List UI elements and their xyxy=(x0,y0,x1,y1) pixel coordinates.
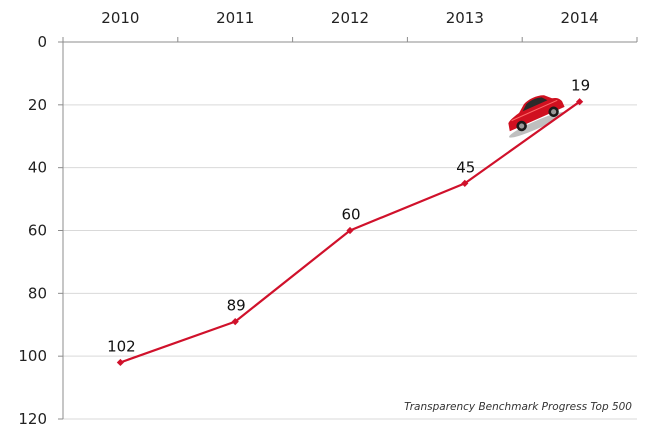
y-tick-label: 40 xyxy=(28,159,47,177)
data-label: 45 xyxy=(456,158,475,176)
x-tick-label: 2012 xyxy=(331,9,369,27)
y-tick-label: 60 xyxy=(28,222,47,240)
data-point xyxy=(576,98,584,106)
axes xyxy=(58,37,638,420)
data-labels: 102 89 60 45 19 xyxy=(107,77,590,356)
data-label: 19 xyxy=(571,77,590,95)
chart-annotation: Transparency Benchmark Progress Top 500 xyxy=(404,401,632,413)
x-tick-label: 2013 xyxy=(446,9,484,27)
data-point xyxy=(461,179,469,187)
x-tick-label: 2011 xyxy=(216,9,254,27)
x-tick-label: 2014 xyxy=(561,9,599,27)
x-tick-labels: 2010 2011 2012 2013 2014 xyxy=(101,9,598,27)
car-icon xyxy=(508,95,565,138)
y-tick-label: 20 xyxy=(28,96,47,114)
gridlines xyxy=(63,104,637,420)
data-label: 89 xyxy=(227,297,246,315)
data-point xyxy=(116,358,124,367)
y-tick-labels: 0 20 40 60 80 100 120 xyxy=(18,33,47,428)
y-tick-label: 100 xyxy=(18,347,47,365)
y-tick-label: 0 xyxy=(37,33,47,51)
data-label: 60 xyxy=(341,206,360,224)
data-label: 102 xyxy=(107,337,136,355)
y-tick-label: 80 xyxy=(28,284,47,302)
data-points xyxy=(116,98,584,367)
x-tick-label: 2010 xyxy=(101,9,139,27)
data-point xyxy=(346,226,354,235)
data-point xyxy=(231,318,239,326)
y-tick-label: 120 xyxy=(18,410,47,428)
